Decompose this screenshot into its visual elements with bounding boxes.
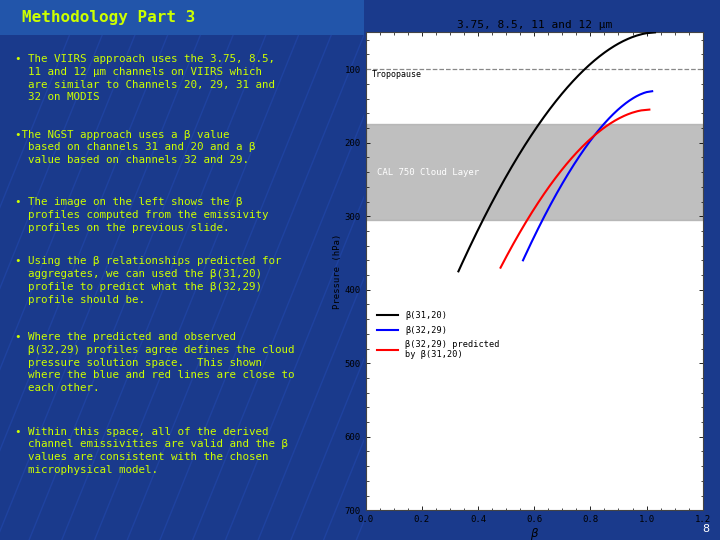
Text: 8: 8 <box>702 523 709 534</box>
Y-axis label: Pressure (hPa): Pressure (hPa) <box>333 234 342 309</box>
Legend: β(31,20), β(32,29), β(32,29) predicted
by β(31,20): β(31,20), β(32,29), β(32,29) predicted b… <box>374 308 503 363</box>
Text: • Where the predicted and observed
  β(32,29) profiles agree defines the cloud
 : • Where the predicted and observed β(32,… <box>14 332 294 393</box>
FancyBboxPatch shape <box>0 0 364 35</box>
X-axis label: β: β <box>531 527 538 540</box>
Text: • The image on the left shows the β
  profiles computed from the emissivity
  pr: • The image on the left shows the β prof… <box>14 197 268 233</box>
Title: 3.75, 8.5, 11 and 12 μm: 3.75, 8.5, 11 and 12 μm <box>456 20 612 30</box>
Text: Methodology Part 3: Methodology Part 3 <box>22 10 195 25</box>
Text: • Within this space, all of the derived
  channel emissivities are valid and the: • Within this space, all of the derived … <box>14 427 287 475</box>
Text: • Using the β relationships predicted for
  aggregates, we can used the β(31,20): • Using the β relationships predicted fo… <box>14 256 281 305</box>
Bar <box>366 124 703 220</box>
Text: CAL 750 Cloud Layer: CAL 750 Cloud Layer <box>377 167 479 177</box>
Text: • The VIIRS approach uses the 3.75, 8.5,
  11 and 12 μm channels on VIIRS which
: • The VIIRS approach uses the 3.75, 8.5,… <box>14 54 274 103</box>
Text: •The NGST approach uses a β value
  based on channels 31 and 20 and a β
  value : •The NGST approach uses a β value based … <box>14 130 255 165</box>
Text: Tropopause: Tropopause <box>372 70 421 78</box>
